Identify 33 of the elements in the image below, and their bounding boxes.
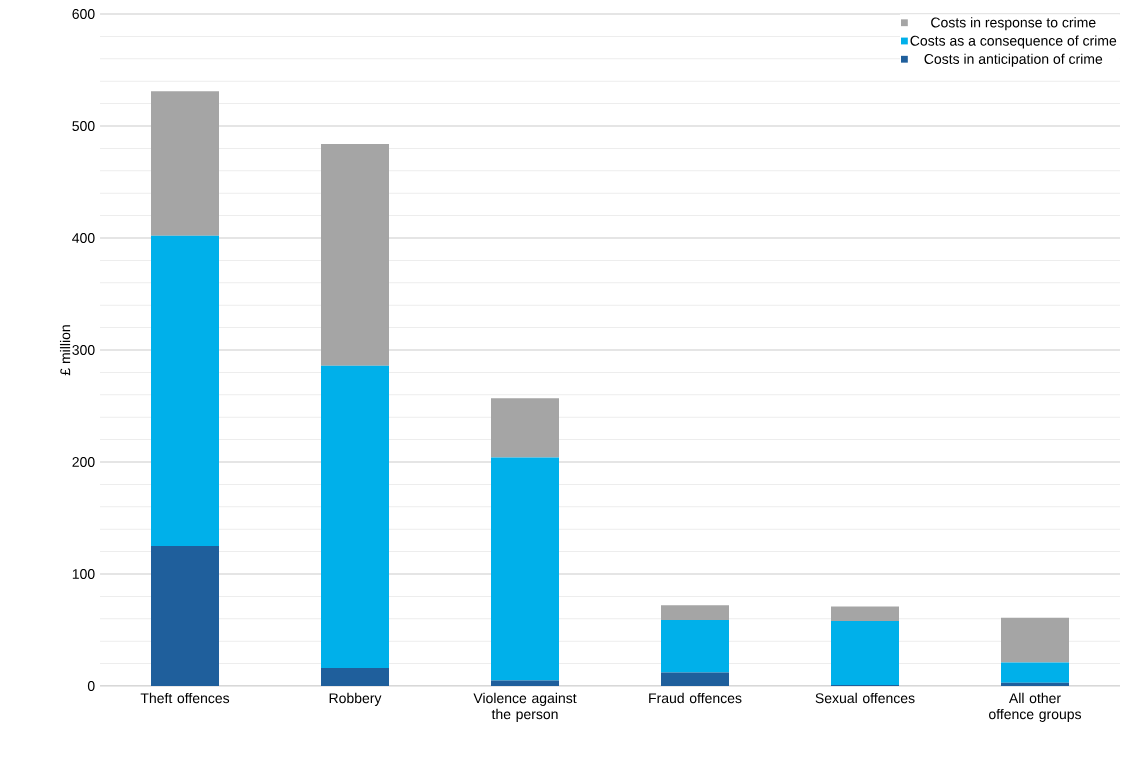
y-tick-label: 500 — [72, 121, 95, 131]
bar — [491, 680, 559, 686]
bar — [491, 398, 559, 458]
bar — [1001, 662, 1069, 683]
y-tick-label: 600 — [72, 9, 95, 19]
y-tick-label: 200 — [72, 457, 95, 467]
x-tick-label: Robbery — [329, 692, 382, 706]
bar — [321, 143, 389, 366]
x-tick-label: All other offence groups — [989, 692, 1082, 722]
bar — [831, 606, 899, 622]
y-tick-label: 300 — [72, 345, 95, 355]
y-axis-title: £ million — [59, 325, 71, 376]
bar — [151, 235, 219, 546]
y-tick-label: 0 — [87, 681, 95, 691]
x-tick-label: Sexual offences — [815, 692, 915, 704]
bar — [1001, 617, 1069, 663]
y-tick-label: 100 — [72, 569, 95, 579]
bar — [831, 621, 899, 685]
x-tick-label: Fraud offences — [649, 692, 742, 704]
bar — [321, 668, 389, 686]
legend-label: Costs in anticipation of crime — [924, 53, 1103, 67]
bar — [661, 672, 729, 686]
bar — [661, 619, 729, 673]
bar — [321, 365, 389, 669]
bar — [661, 605, 729, 620]
legend-label: Costs as a consequence of crime — [910, 35, 1117, 49]
bar — [151, 91, 219, 236]
legend-label: Costs in response to crime — [931, 17, 1096, 31]
x-tick-label: Theft offences — [140, 692, 230, 704]
x-tick-label: Violence against the person — [473, 692, 577, 722]
bar — [491, 457, 559, 681]
y-tick-label: 400 — [72, 233, 95, 243]
bar — [151, 546, 219, 686]
